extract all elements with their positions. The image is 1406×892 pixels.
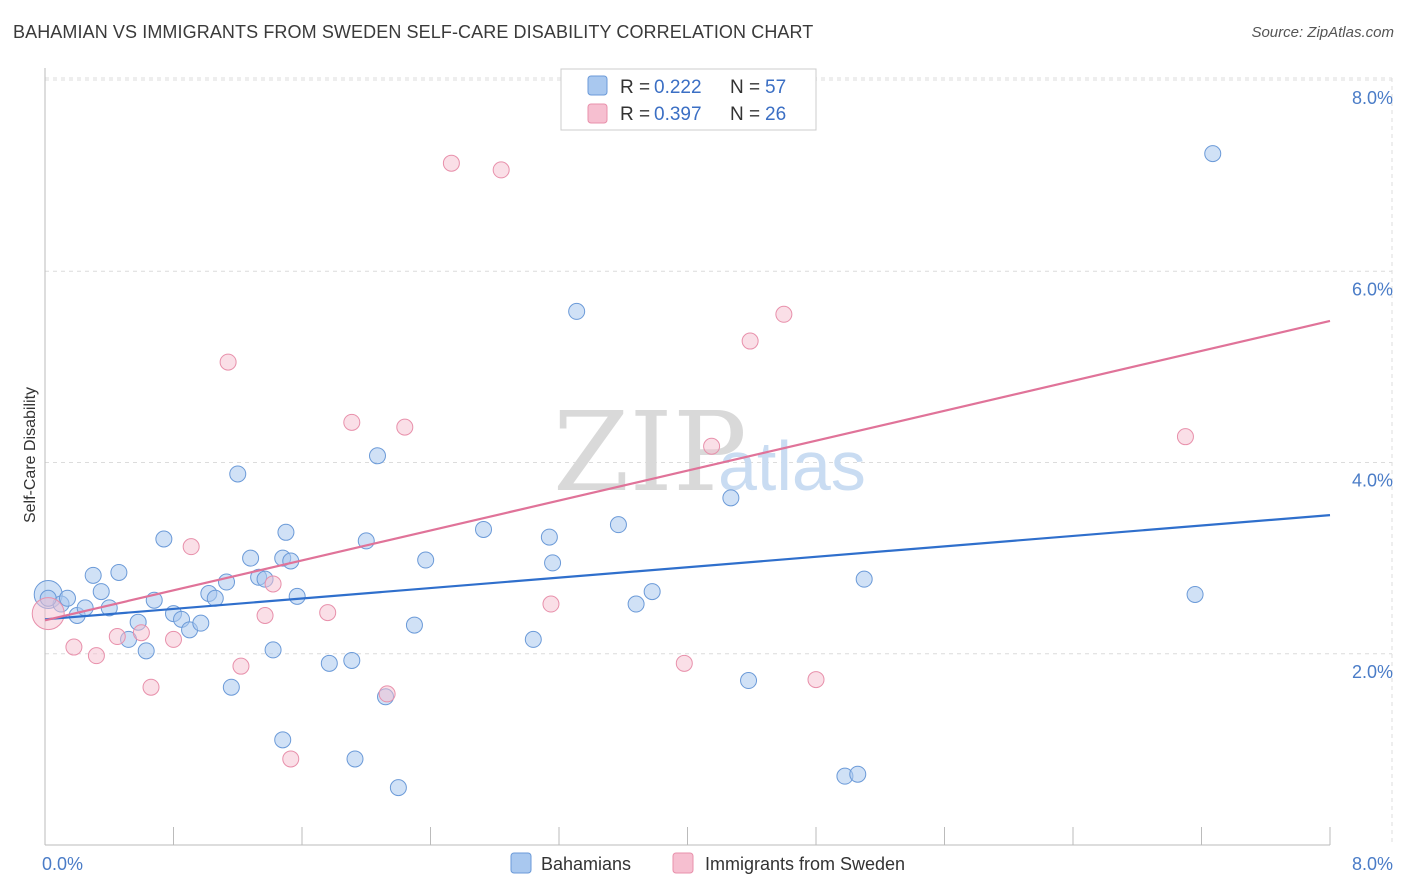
bahamians-point xyxy=(242,549,260,567)
bahamians-point xyxy=(368,447,386,465)
watermark: ZIP atlas xyxy=(553,388,866,516)
bottom-legend-swatch-bahamians xyxy=(510,852,532,874)
source-credit: Source: ZipAtlas.com xyxy=(1251,24,1394,41)
sweden-point xyxy=(675,654,693,672)
bahamians-point xyxy=(76,599,94,617)
bahamians-point xyxy=(849,765,867,783)
sweden-point xyxy=(264,575,282,593)
sweden-point xyxy=(182,538,200,556)
bahamians-point xyxy=(222,678,240,696)
sweden-point xyxy=(108,628,126,646)
bahamians-point xyxy=(627,595,645,613)
bahamians-point xyxy=(568,302,586,320)
bahamians-point xyxy=(137,642,155,660)
sweden-point xyxy=(232,657,250,675)
bahamians-point xyxy=(544,554,562,572)
legend-r-label: R = xyxy=(620,104,650,125)
bahamians-point xyxy=(346,750,364,768)
watermark-atlas: atlas xyxy=(718,427,866,505)
y-tick-label: 2.0% xyxy=(1352,662,1393,682)
sweden-point xyxy=(132,624,150,642)
x-tick-label: 8.0% xyxy=(1352,854,1393,874)
bahamians-point xyxy=(609,516,627,534)
bahamians-point xyxy=(277,523,295,541)
bahamians-point xyxy=(288,587,306,605)
sweden-point xyxy=(31,597,65,631)
sweden-point xyxy=(807,671,825,689)
sweden-point xyxy=(343,413,361,431)
y-tick-label: 6.0% xyxy=(1352,279,1393,299)
bahamians-point xyxy=(1186,585,1204,603)
sweden-point xyxy=(775,305,793,323)
bottom-legend-label-bahamians: Bahamians xyxy=(541,854,631,874)
bahamians-point xyxy=(84,566,102,584)
bahamians-point xyxy=(320,654,338,672)
x-tick-label: 0.0% xyxy=(42,854,83,874)
y-axis-title: Self-Care Disability xyxy=(22,387,39,523)
y-tick-label: 4.0% xyxy=(1352,471,1393,491)
bahamians-point xyxy=(405,616,423,634)
bahamians-point xyxy=(475,520,493,538)
sweden-trend-line xyxy=(44,319,1331,622)
sweden-point xyxy=(142,678,160,696)
sweden-point xyxy=(319,604,337,622)
legend-r-label: R = xyxy=(620,77,650,98)
bahamians-point xyxy=(229,465,247,483)
legend-r-value: 0.222 xyxy=(654,77,702,98)
y-tick-label: 8.0% xyxy=(1352,88,1393,108)
sweden-point xyxy=(282,750,300,768)
legend-n-label: N = xyxy=(730,77,760,98)
sweden-points xyxy=(31,154,1194,768)
bahamians-point xyxy=(92,583,110,601)
sweden-point xyxy=(703,437,721,455)
bahamians-point xyxy=(274,731,292,749)
bahamians-point xyxy=(1204,145,1222,163)
sweden-point xyxy=(378,685,396,703)
bahamians-point xyxy=(740,672,758,690)
y-tick-labels: 2.0% 4.0% 6.0% 8.0% xyxy=(1352,88,1393,682)
chart-title: BAHAMIAN VS IMMIGRANTS FROM SWEDEN SELF-… xyxy=(13,22,814,42)
sweden-point xyxy=(219,353,237,371)
stats-legend: R = 0.222 N = 57 R = 0.397 N = 26 xyxy=(560,68,817,131)
bahamians-point xyxy=(643,583,661,601)
bahamians-point xyxy=(155,530,173,548)
axes xyxy=(44,68,1331,846)
legend-swatch-sweden xyxy=(587,103,608,124)
bahamians-point xyxy=(192,614,210,632)
bahamians-point xyxy=(389,779,407,797)
bahamians-point xyxy=(417,551,435,569)
sweden-point xyxy=(1176,428,1194,446)
bahamians-point xyxy=(540,528,558,546)
sweden-point xyxy=(396,418,414,436)
bottom-legend-swatch-sweden xyxy=(672,852,694,874)
sweden-point xyxy=(165,630,182,648)
bahamians-point xyxy=(264,641,282,659)
legend-n-value: 57 xyxy=(765,77,786,98)
sweden-point xyxy=(65,638,83,656)
legend-swatch-bahamians xyxy=(587,75,608,96)
sweden-point xyxy=(442,154,460,172)
series-legend: Bahamians Immigrants from Sweden xyxy=(510,852,905,874)
sweden-point xyxy=(87,647,105,665)
sweden-point xyxy=(256,607,274,624)
bahamians-point xyxy=(110,563,128,581)
legend-n-value: 26 xyxy=(765,104,786,125)
bahamians-point xyxy=(722,489,740,507)
sweden-point xyxy=(542,595,560,613)
sweden-point xyxy=(492,161,510,179)
legend-n-label: N = xyxy=(730,104,760,125)
bahamians-point xyxy=(524,630,542,648)
bahamians-point xyxy=(206,589,224,607)
trend-lines xyxy=(44,319,1331,622)
bahamians-point xyxy=(343,651,361,669)
sweden-point xyxy=(741,332,759,350)
bahamians-trend-line xyxy=(44,513,1331,621)
bahamians-point xyxy=(855,570,873,588)
bahamians-point xyxy=(58,589,76,607)
bottom-legend-label-sweden: Immigrants from Sweden xyxy=(705,854,905,874)
legend-r-value: 0.397 xyxy=(654,104,702,125)
x-tick-labels: 0.0% 8.0% xyxy=(42,854,1393,874)
